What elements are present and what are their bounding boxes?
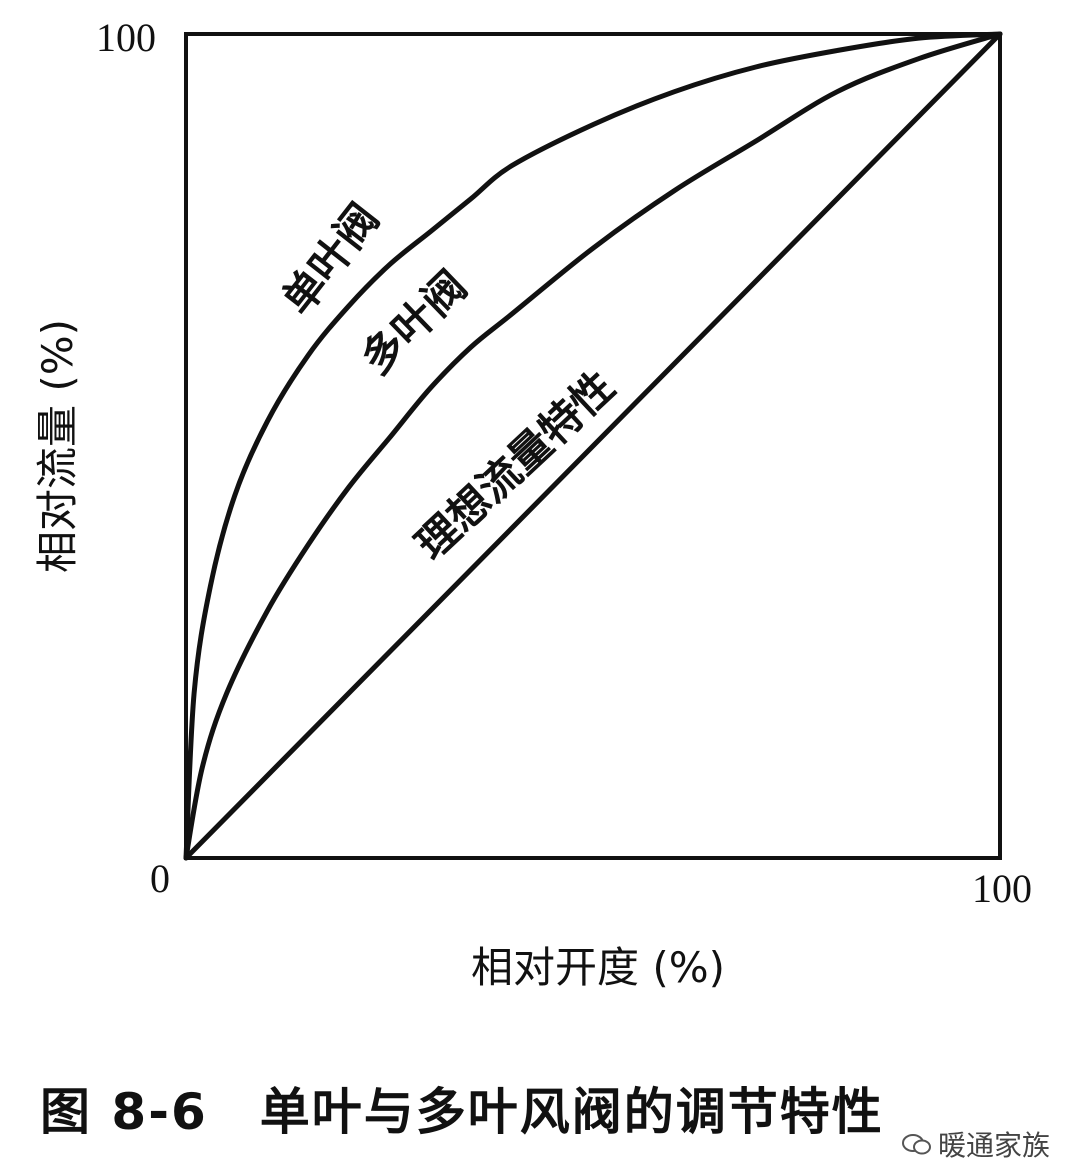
- multi-blade-curve: [183, 31, 1003, 861]
- curves-group: [183, 31, 1003, 861]
- label-multi-blade: 多叶阀: [352, 261, 477, 384]
- y-tick-0: 0: [150, 856, 170, 901]
- y-axis-title: 相对流量 (%): [33, 319, 82, 573]
- watermark: 暖通家族: [901, 1124, 1050, 1164]
- label-single-blade: 单叶阀: [272, 194, 388, 323]
- label-ideal-flow: 理想流量特性: [406, 362, 624, 570]
- plot-frame: [184, 32, 1002, 860]
- single-blade-curve: [183, 31, 1003, 861]
- x-tick-100: 100: [972, 866, 1032, 911]
- ideal-flow-line: [183, 31, 1003, 861]
- figure-caption: 图 8-6 单叶与多叶风阀的调节特性: [40, 1083, 884, 1141]
- watermark-text: 暖通家族: [937, 1129, 1050, 1162]
- wechat-icon: [901, 1134, 931, 1155]
- y-tick-100: 100: [96, 15, 156, 60]
- x-axis-title: 相对开度 (%): [471, 943, 725, 992]
